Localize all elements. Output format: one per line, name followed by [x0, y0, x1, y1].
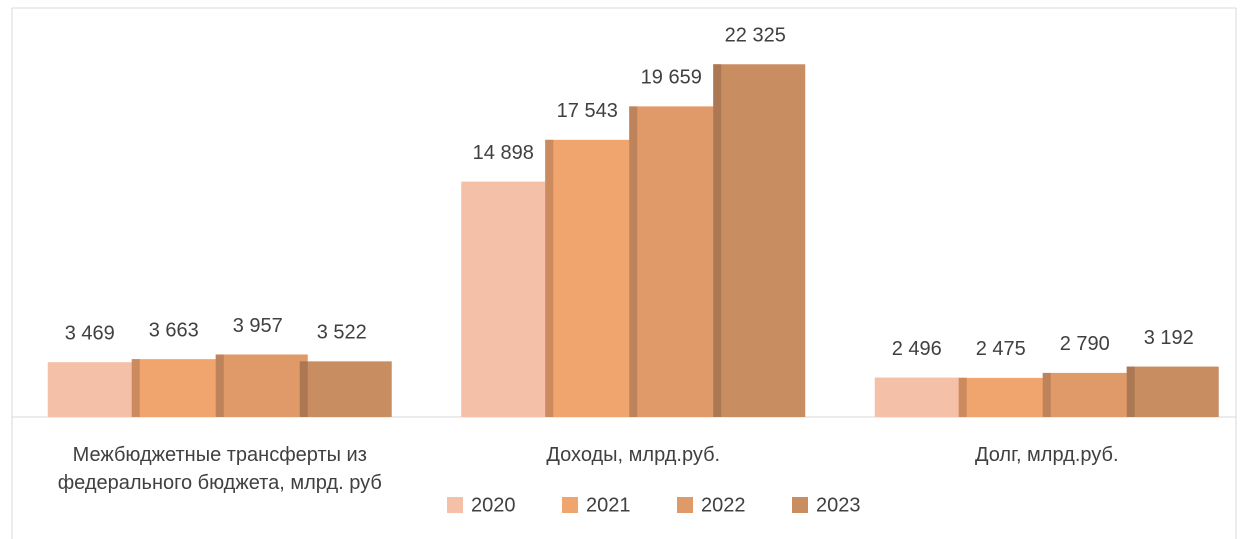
- bar-edge: [1126, 366, 1135, 417]
- x-tick-label: Долг, млрд.руб.: [974, 444, 1119, 466]
- data-label: 2 790: [1060, 333, 1110, 355]
- bar: [1126, 366, 1219, 417]
- data-label: 3 663: [149, 319, 199, 341]
- data-label: 3 469: [65, 322, 115, 344]
- bar: [461, 181, 554, 417]
- bar: [874, 377, 967, 417]
- data-label: 3 522: [317, 322, 367, 344]
- legend-label: 2023: [816, 494, 861, 516]
- x-tick-label: Доходы, млрд.руб.: [546, 444, 721, 466]
- bar: [958, 377, 1051, 417]
- bar-edge: [629, 106, 638, 417]
- bar-edge: [215, 354, 224, 417]
- legend-label: 2020: [471, 494, 516, 516]
- data-label: 2 475: [976, 338, 1026, 360]
- data-label: 3 192: [1144, 327, 1194, 349]
- legend-swatch: [677, 497, 693, 513]
- bar-edge: [131, 359, 140, 417]
- bar-edge: [958, 377, 967, 417]
- legend-swatch: [562, 497, 578, 513]
- data-label: 3 957: [233, 315, 283, 337]
- data-label: 17 543: [557, 100, 618, 122]
- bar: [299, 361, 392, 417]
- bar-edge: [1042, 372, 1051, 417]
- bar-edge: [545, 139, 554, 417]
- data-label: 14 898: [473, 142, 534, 164]
- legend-label: 2022: [701, 494, 746, 516]
- bar: [47, 362, 140, 417]
- data-label: 19 659: [641, 67, 702, 89]
- data-label: 22 325: [725, 25, 786, 47]
- bar-edge: [299, 361, 308, 417]
- bar: [215, 354, 308, 417]
- bar: [131, 359, 224, 417]
- x-tick-label: Межбюджетные трансферты из федерального …: [57, 444, 382, 494]
- bar: [545, 139, 638, 417]
- bar: [629, 106, 722, 417]
- legend-label: 2021: [586, 494, 631, 516]
- legend-swatch: [447, 497, 463, 513]
- data-label: 2 496: [892, 338, 942, 360]
- legend-swatch: [792, 497, 808, 513]
- bar: [713, 64, 806, 417]
- bar: [1042, 372, 1135, 417]
- bar-edge: [713, 64, 722, 417]
